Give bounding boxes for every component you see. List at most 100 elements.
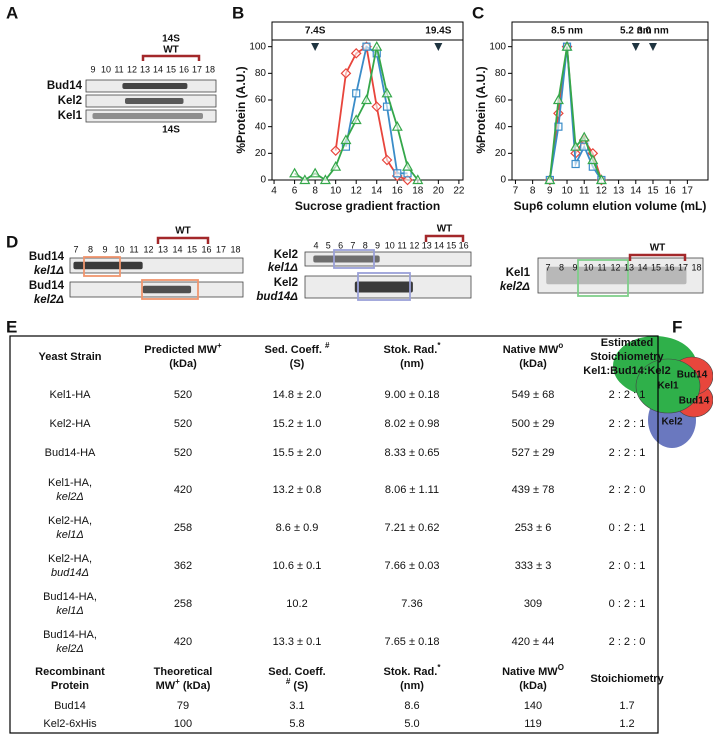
- lane-number: 14: [172, 244, 182, 254]
- header-text: Native MW: [502, 666, 558, 678]
- strain-name: Kel2-HA,: [48, 553, 92, 565]
- data-point: [309, 167, 321, 178]
- lane-number: 16: [179, 64, 189, 74]
- header-text: MW: [156, 680, 176, 692]
- bracket: [156, 236, 210, 244]
- blot-band: [92, 113, 203, 119]
- header-text: Stok. Rad.: [384, 666, 438, 678]
- lane-number: 10: [385, 240, 395, 250]
- lane-number: 12: [127, 64, 137, 74]
- header-text: (kDa): [519, 680, 547, 692]
- data-point: [571, 159, 580, 169]
- data-point: [412, 174, 424, 185]
- lane-number: 15: [446, 240, 456, 250]
- x-axis-title: Sup6 column elution volume (mL): [514, 199, 707, 213]
- superscript: #: [286, 677, 291, 686]
- data-point: [362, 42, 371, 51]
- data-point: [360, 94, 372, 105]
- lane-number: 9: [375, 240, 380, 250]
- header-line: Sed. Coeff. #: [265, 341, 331, 356]
- blot-mutant: kel1Δ: [34, 265, 64, 277]
- superscript: *: [437, 341, 441, 350]
- data-point: [570, 140, 582, 151]
- blot-band: [142, 285, 192, 294]
- table-cell: 10.6 ± 0.1: [273, 560, 322, 572]
- table-cell: 2 : 2 : 1: [609, 418, 646, 430]
- data-point: [595, 174, 607, 185]
- strain-name: Kel2-6xHis: [43, 718, 97, 730]
- row-label: Kel2: [58, 95, 82, 107]
- table-cell: 8.02 ± 0.98: [385, 418, 440, 430]
- table-cell: 1.2: [619, 718, 634, 730]
- strain-name: Bud14-HA,: [43, 591, 97, 603]
- blot-band: [122, 83, 188, 89]
- y-tick-label: 80: [255, 68, 267, 79]
- blot-band: [125, 98, 184, 104]
- header-text: Theoretical: [154, 666, 213, 678]
- lane-number: 7: [545, 262, 550, 272]
- lane-number: 10: [583, 262, 593, 272]
- lane-number: 16: [664, 262, 674, 272]
- marker-label: 3.0 nm: [637, 26, 669, 37]
- header-text: Estimated: [601, 337, 654, 349]
- marker-arrow: [311, 43, 320, 51]
- table-cell: 333 ± 3: [515, 560, 552, 572]
- table-cell: 549 ± 68: [512, 389, 555, 401]
- table-cell: 5.8: [289, 718, 304, 730]
- y-tick-label: 20: [495, 148, 507, 159]
- x-tick-label: 17: [682, 186, 694, 197]
- table-cell: 2 : 0 : 1: [609, 560, 646, 572]
- header-line: Stok. Rad.*: [384, 663, 442, 678]
- data-point: [553, 107, 564, 119]
- strain-mutant: bud14Δ: [51, 567, 89, 579]
- strain-mutant: kel1Δ: [56, 605, 84, 617]
- series-line: [294, 46, 419, 182]
- header-text: (S): [290, 358, 305, 370]
- table-cell: 0 : 2 : 1: [609, 598, 646, 610]
- header-line: (nm): [400, 358, 424, 370]
- blot: [85, 109, 217, 123]
- blot-mutant: kel1Δ: [268, 262, 298, 274]
- bracket: [628, 253, 687, 261]
- y-tick-label: 60: [255, 95, 267, 106]
- data-point: [578, 131, 590, 142]
- blot-protein: Bud14: [29, 251, 65, 263]
- table-cell: 1.7: [619, 700, 634, 712]
- strain-mutant: kel2Δ: [56, 643, 84, 655]
- lane-number: 12: [409, 240, 419, 250]
- x-tick-label: 20: [433, 186, 445, 197]
- data-point: [587, 154, 599, 165]
- x-axis-title: Sucrose gradient fraction: [295, 199, 440, 213]
- highlight-box: [141, 279, 199, 300]
- lane-number: 12: [143, 244, 153, 254]
- x-tick-label: 4: [271, 186, 277, 197]
- header-text: (kDa): [180, 680, 211, 692]
- table-cell: 119: [524, 718, 542, 730]
- blot-band: [546, 266, 687, 285]
- table-cell: 420 ± 44: [512, 636, 555, 648]
- size-label: 14S: [162, 125, 180, 136]
- strain-name: Bud14: [54, 700, 86, 712]
- bracket: [141, 54, 201, 61]
- lane-number: 13: [158, 244, 168, 254]
- bracket: [424, 234, 465, 242]
- lane-number: 15: [651, 262, 661, 272]
- x-tick-label: 9: [547, 186, 553, 197]
- lane-number: 15: [166, 64, 176, 74]
- header-line: Stok. Rad.*: [384, 341, 442, 356]
- blot: [537, 257, 704, 294]
- y-tick-label: 20: [255, 148, 267, 159]
- lane-number: 9: [572, 262, 577, 272]
- lane-number: 16: [201, 244, 211, 254]
- panel-label: F: [672, 317, 682, 336]
- table-cell: 8.06 ± 1.11: [385, 484, 439, 496]
- data-point: [299, 174, 311, 185]
- data-point: [340, 134, 352, 145]
- table-cell: 258: [174, 598, 192, 610]
- x-tick-label: 15: [647, 186, 659, 197]
- table-cell: 13.3 ± 0.1: [273, 636, 322, 648]
- table-cell: 420: [174, 636, 192, 648]
- lane-number: 8: [363, 240, 368, 250]
